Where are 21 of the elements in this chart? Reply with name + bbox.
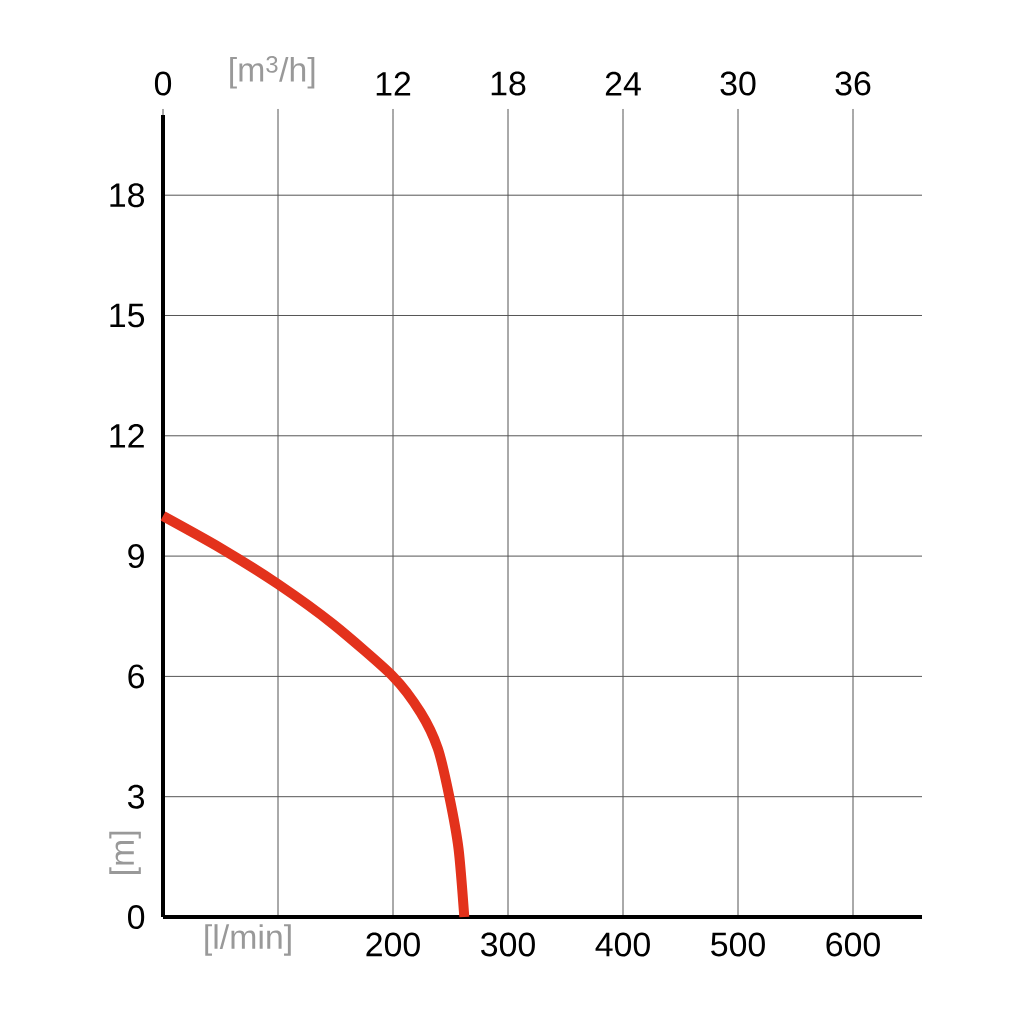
x-tick-label: 400: [595, 932, 650, 957]
x-tick-label: 600: [826, 932, 880, 957]
y-tick-label: 15: [110, 303, 145, 328]
y-tick-label: 0: [128, 905, 145, 929]
x-axis-title: [l/min]: [205, 924, 291, 956]
y-tick-label: 12: [110, 423, 144, 448]
y-tick-label: 6: [128, 664, 145, 689]
x-tick-label: 300: [481, 932, 535, 957]
y-tick-label: 9: [128, 544, 144, 569]
x-tick-label: 500: [711, 932, 765, 957]
x2-tick-label: 0: [154, 71, 172, 96]
x2-tick-label: 12: [376, 71, 411, 96]
y-tick-label: 18: [110, 183, 145, 208]
x2-tick-label: 36: [835, 71, 871, 96]
x2-tick-label: 24: [605, 71, 641, 96]
y-tick-label: 3: [127, 784, 145, 809]
y-axis-title: [m]: [109, 831, 141, 874]
x2-axis-title: [m$^{3}$/h]: [230, 55, 315, 89]
x2-tick-label: 18: [491, 71, 526, 96]
x-tick-label: 200: [366, 932, 420, 957]
x2-tick-label: 30: [720, 71, 756, 96]
